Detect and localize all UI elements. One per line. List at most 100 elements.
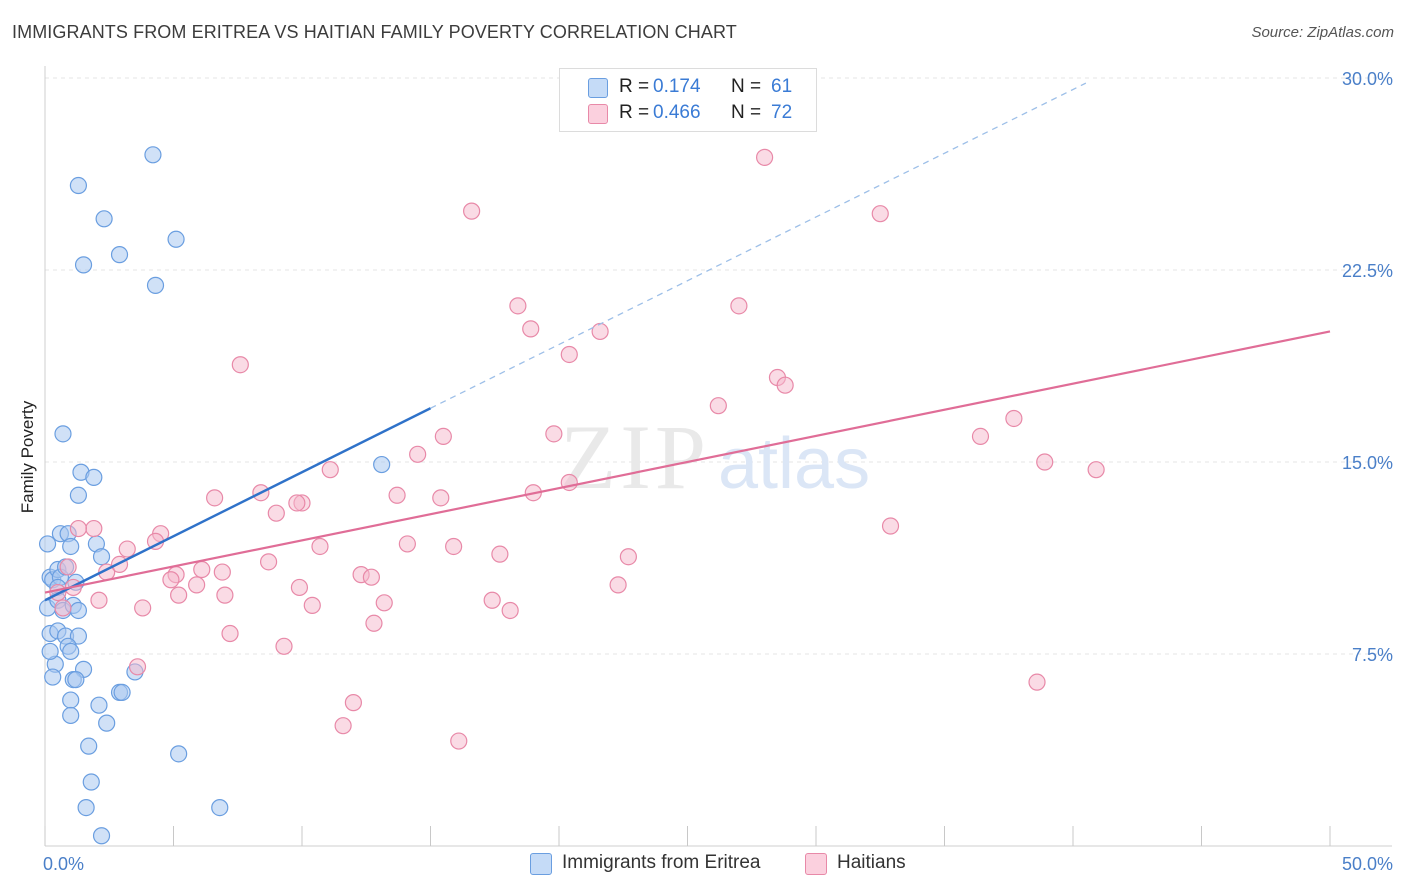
- data-point-haitians: [54, 599, 72, 617]
- x-tick-label: 0.0%: [43, 854, 84, 874]
- data-point-haitians: [90, 591, 108, 609]
- data-point-eritrea: [92, 827, 111, 845]
- trend-line-eritrea: [44, 407, 432, 602]
- data-point-haitians: [59, 558, 77, 576]
- data-point-eritrea: [69, 601, 88, 620]
- watermark: ZIP atlas: [560, 406, 870, 508]
- watermark-zip: ZIP: [560, 406, 710, 508]
- data-point-eritrea: [211, 798, 229, 817]
- data-point-haitians: [303, 596, 321, 614]
- data-point-haitians: [483, 591, 501, 609]
- trend-line-eritrea-extension: [430, 82, 1087, 409]
- data-point-haitians: [267, 504, 285, 522]
- data-point-eritrea: [44, 668, 62, 686]
- data-point-haitians: [85, 519, 103, 538]
- data-point-haitians: [311, 537, 329, 556]
- data-point-eritrea: [92, 548, 111, 566]
- data-point-haitians: [290, 578, 309, 597]
- legend-r-label: R =: [619, 76, 650, 97]
- data-point-haitians: [491, 545, 509, 563]
- y-tick-label: 22.5%: [1342, 261, 1393, 281]
- data-point-eritrea: [69, 486, 88, 504]
- data-point-haitians: [275, 637, 293, 655]
- data-point-haitians: [388, 486, 406, 504]
- legend-r-value: 0.466: [653, 102, 701, 123]
- legend-r-value: 0.174: [653, 76, 701, 97]
- trend-lines: [44, 82, 1331, 602]
- series-haitians-points: [49, 148, 1105, 750]
- data-point-haitians: [344, 694, 362, 712]
- data-point-eritrea: [98, 714, 116, 732]
- data-point-haitians: [118, 540, 136, 558]
- data-point-haitians: [509, 297, 527, 315]
- grid-lines: [45, 77, 1392, 655]
- data-point-haitians: [409, 445, 427, 463]
- data-point-eritrea: [167, 230, 185, 248]
- legend-n-label: N =: [731, 102, 762, 123]
- data-point-eritrea: [74, 256, 93, 274]
- data-point-haitians: [128, 658, 147, 676]
- data-point-eritrea: [62, 537, 80, 556]
- data-point-haitians: [259, 553, 278, 571]
- data-point-haitians: [288, 494, 306, 512]
- data-point-haitians: [362, 568, 380, 586]
- data-point-haitians: [619, 548, 637, 566]
- data-point-haitians: [216, 586, 234, 604]
- data-point-haitians: [776, 376, 794, 394]
- data-point-haitians: [188, 576, 206, 594]
- chart-source: Source: ZipAtlas.com: [1251, 24, 1394, 41]
- correlation-legend: R = 0.174 N = 61 R = 0.466 N = 72: [559, 68, 817, 132]
- data-point-haitians: [206, 489, 224, 507]
- data-point-haitians: [450, 732, 468, 750]
- data-point-haitians: [434, 427, 452, 445]
- data-point-eritrea: [54, 425, 72, 443]
- legend-swatch-haitians: [588, 104, 608, 124]
- data-point-haitians: [591, 322, 609, 341]
- data-point-haitians: [365, 614, 383, 632]
- data-point-haitians: [334, 717, 352, 735]
- data-point-haitians: [709, 397, 727, 415]
- data-point-haitians: [170, 586, 188, 604]
- data-point-eritrea: [82, 773, 100, 791]
- data-point-haitians: [375, 594, 393, 612]
- data-point-haitians: [231, 356, 249, 374]
- legend-n-label: N =: [731, 76, 762, 97]
- chart-title: IMMIGRANTS FROM ERITREA VS HAITIAN FAMIL…: [12, 22, 737, 42]
- data-point-haitians: [522, 320, 540, 338]
- legend-swatch-eritrea: [588, 78, 608, 98]
- data-point-haitians: [213, 563, 231, 581]
- legend-n-value: 72: [771, 102, 793, 123]
- data-point-eritrea: [90, 696, 108, 714]
- data-point-eritrea: [85, 468, 103, 486]
- legend-swatch-eritrea: [530, 853, 552, 875]
- data-point-haitians: [971, 427, 990, 445]
- data-point-eritrea: [62, 706, 80, 725]
- data-point-haitians: [432, 489, 450, 507]
- data-point-eritrea: [77, 798, 95, 817]
- data-point-eritrea: [95, 210, 113, 228]
- legend-label-haitians: Haitians: [837, 852, 906, 873]
- data-point-haitians: [1036, 453, 1054, 471]
- data-point-haitians: [730, 297, 748, 315]
- data-point-haitians: [398, 535, 416, 553]
- data-point-eritrea: [110, 246, 129, 264]
- data-point-haitians: [560, 345, 578, 364]
- data-point-eritrea: [113, 683, 131, 702]
- data-point-haitians: [1087, 461, 1105, 479]
- axes: [44, 66, 1392, 847]
- data-point-haitians: [501, 601, 519, 620]
- data-point-eritrea: [62, 642, 80, 661]
- data-point-eritrea: [80, 737, 98, 755]
- data-point-haitians: [69, 519, 88, 538]
- data-point-eritrea: [146, 276, 165, 294]
- data-point-eritrea: [69, 176, 88, 195]
- data-point-haitians: [755, 148, 774, 166]
- y-tick-label: 15.0%: [1342, 453, 1393, 473]
- data-point-haitians: [445, 537, 463, 556]
- data-point-haitians: [871, 205, 889, 223]
- legend-r-label: R =: [619, 102, 650, 123]
- data-point-eritrea: [67, 670, 85, 689]
- data-point-eritrea: [144, 146, 162, 164]
- data-point-haitians: [193, 560, 211, 579]
- data-point-haitians: [321, 461, 339, 479]
